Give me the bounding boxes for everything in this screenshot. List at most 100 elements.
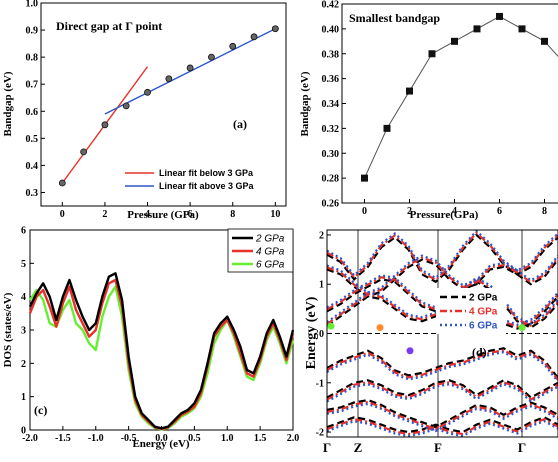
panel-a-point <box>271 25 279 33</box>
panel-d: -2 -1 0 1 2 Γ Z F Γ 2 GPa 4 GPa 6 GPa (d) Energy … <box>304 229 558 455</box>
panel-d-band-line <box>326 416 558 434</box>
panel-d-band-line <box>326 400 558 431</box>
panel-b-ytick-label: 0.36 <box>322 74 340 85</box>
panel-c-xtick-label: -2.0 <box>22 433 38 444</box>
panel-c-ytick-label: 4 <box>21 292 26 303</box>
panel-a-point <box>144 88 151 96</box>
panel-a-ytick-label: 0.4 <box>26 161 39 172</box>
panel-d-band-line <box>326 293 558 328</box>
panel-c-xtick-label: 1.0 <box>221 433 234 444</box>
panel-d-legend-box <box>436 288 506 334</box>
panel-a: 0.3 0.4 0.5 0.6 0.7 0.8 0.9 1.0 0 2 4 6 8 10 Direct … <box>2 0 287 221</box>
panel-d-vbm-marker <box>406 347 414 355</box>
panel-d-band-line <box>326 381 558 401</box>
panel-a-x-ticks: 0 2 4 6 8 10 <box>60 202 280 220</box>
panel-d-legend-text: 2 GPa <box>469 293 498 304</box>
panel-a-point <box>80 148 88 156</box>
panel-c-xtick-label: -0.5 <box>121 433 137 444</box>
panel-c-series-line <box>28 272 295 430</box>
panel-d-legend-text: 4 GPa <box>469 307 498 318</box>
panel-b-ytick-label: 0.42 <box>322 0 340 11</box>
panel-a-point <box>122 102 130 110</box>
panel-a-point <box>165 75 173 83</box>
panel-c-ytick-label: 1 <box>21 392 26 403</box>
panel-c-xtick-label: 1.5 <box>254 433 267 444</box>
panel-a-ytick-label: 0.9 <box>26 26 39 37</box>
panel-c-ytick-label: 2 <box>21 359 26 370</box>
panel-d-ytick-label: 0 <box>319 329 324 340</box>
panel-d-ytick-label: -2 <box>316 428 324 439</box>
panel-d-ytick-label: -1 <box>316 378 324 389</box>
panel-b-point <box>428 50 436 58</box>
panel-a-ytick-label: 0.6 <box>26 107 39 118</box>
panel-c-xtick-label: -1.0 <box>88 433 104 444</box>
panel-b-ytick-label: 0.32 <box>322 124 340 135</box>
panel-d-ytick-label: 2 <box>319 230 324 241</box>
panel-b-point <box>361 174 368 182</box>
panel-a-point <box>101 121 109 129</box>
panel-a-xtick-label: 2 <box>102 209 107 220</box>
panel-a-xtick-label: 6 <box>188 209 193 220</box>
panel-d-band-line <box>326 231 558 282</box>
panel-c-ytick-label: 5 <box>21 259 26 270</box>
panel-a-ylabel: Bandgap (eV) <box>2 71 14 136</box>
panel-a-ytick-label: 0.5 <box>26 134 39 145</box>
panel-b-point <box>383 124 391 132</box>
legend-text-fit-above: Linear fit above 3 GPa <box>159 181 255 191</box>
panel-c-xtick-label: 2.0 <box>287 433 300 444</box>
panel-b-ytick-label: 0.40 <box>322 24 340 35</box>
panel-c-ylabel: DOS (states/eV) <box>2 292 14 367</box>
panel-d-band-line <box>326 256 558 296</box>
panel-d-band-line <box>326 347 558 379</box>
panel-c-ytick-label: 6 <box>21 226 26 237</box>
panel-a-xtick-label: 10 <box>270 209 280 220</box>
panel-b-xtick-label: 4 <box>452 206 457 217</box>
panel-b-ytick-label: 0.26 <box>322 199 340 210</box>
panel-d-kpath-label: Γ <box>323 440 331 455</box>
panel-b-point <box>473 25 481 33</box>
panel-c-series-line <box>28 285 295 431</box>
panel-b-ytick-label: 0.38 <box>322 49 340 60</box>
panel-b-xlabel: Pressure(GPa) <box>410 209 479 221</box>
panel-b-xtick-label: 2 <box>407 206 412 217</box>
panel-d-band-line <box>326 379 558 399</box>
panel-a-title: Direct gap at Γ point <box>56 19 162 33</box>
panel-c-legend-text: 6 GPa <box>256 260 285 271</box>
panel-d-kpath-label: Z <box>354 440 363 455</box>
panel-b-ytick-label: 0.30 <box>322 149 340 160</box>
panel-a-point <box>229 42 237 50</box>
panel-b-frame <box>341 3 558 204</box>
panel-b-point <box>541 37 548 45</box>
panel-c-ytick-label: 3 <box>21 326 26 337</box>
panel-d-marker-orange <box>376 324 384 332</box>
panel-a-fit-lines <box>61 28 276 184</box>
panel-b-ylabel: Bandgap (eV) <box>299 71 311 136</box>
panel-d-ylabel: Energy (eV) <box>304 296 319 369</box>
panel-d-band-line <box>326 398 558 429</box>
panel-a-xtick-label: 0 <box>60 209 65 220</box>
panel-d-band-line <box>326 418 558 436</box>
panel-d-cbm-marker <box>327 322 335 330</box>
panel-d-band-line <box>326 420 558 438</box>
panel-c-xtick-label: 0.5 <box>188 433 201 444</box>
panel-d-band-line <box>326 349 558 381</box>
panel-a-label: (a) <box>233 117 247 131</box>
panel-b-ytick-label: 0.28 <box>322 174 340 185</box>
panel-b-y-ticks: 0.26 0.28 0.30 0.32 0.34 0.36 0.38 0.40 0.42 <box>322 0 346 210</box>
panel-b-x-ticks: 0 2 4 6 8 <box>362 199 547 217</box>
panel-b: 0.26 0.28 0.30 0.32 0.34 0.36 0.38 0.40 0.42 0 2 4… <box>299 0 558 221</box>
panel-d-legend-text: 6 GPa <box>469 321 498 332</box>
panel-d-band-line <box>326 229 558 280</box>
panel-a-y-ticks: 0.3 0.4 0.5 0.6 0.7 0.8 0.9 1.0 <box>26 0 45 199</box>
panel-c-xlabel: Energy (eV) <box>132 438 189 450</box>
panel-a-ytick-label: 0.7 <box>26 80 39 91</box>
panel-c-x-ticks: -2.0 -1.5 -1.0 -0.5 0.0 0.5 1.0 1.5 2.0 <box>22 426 299 444</box>
panel-a-xtick-label: 8 <box>230 209 235 220</box>
panel-b-point <box>518 25 526 33</box>
panel-b-ytick-label: 0.34 <box>322 99 340 110</box>
panel-a-points <box>58 25 279 187</box>
panel-a-ytick-label: 0.8 <box>26 53 39 64</box>
panel-c-xtick-label: 0.0 <box>155 433 168 444</box>
